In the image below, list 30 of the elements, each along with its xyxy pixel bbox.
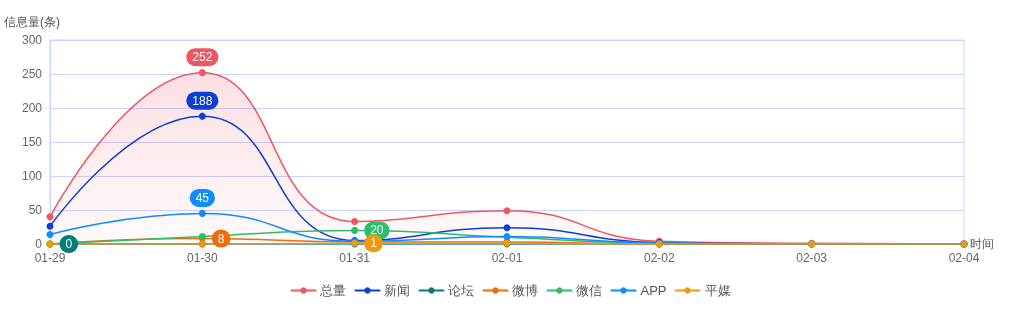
legend-label: 微信: [576, 283, 603, 298]
data-label: 20: [370, 223, 384, 238]
data-label: 45: [195, 190, 210, 205]
x-tick-label: 01-30: [186, 251, 218, 265]
legend-label: APP: [640, 283, 667, 298]
legend-label: 微博: [512, 283, 539, 298]
legend-label: 总量: [319, 283, 347, 298]
data-label: 0: [65, 237, 73, 251]
x-tick-label: 01-31: [339, 251, 371, 265]
y-tick-label: 100: [21, 169, 43, 183]
y-tick-label: 150: [21, 135, 43, 149]
x-axis-title: 时间: [970, 237, 994, 251]
legend-label: 新闻: [384, 283, 411, 298]
y-tick-label: 50: [28, 203, 43, 217]
data-label: 252: [192, 50, 213, 65]
y-tick-label: 250: [21, 67, 43, 81]
y-axis-title: 信息量(条): [4, 15, 60, 29]
x-tick-label: 02-01: [491, 251, 523, 265]
y-tick-label: 300: [21, 33, 43, 47]
data-label: 1: [370, 236, 378, 251]
y-tick-label: 200: [21, 101, 43, 115]
x-tick-label: 01-29: [34, 251, 66, 265]
data-label: 8: [217, 231, 225, 246]
x-tick-label: 02-02: [643, 251, 675, 265]
data-label: 188: [192, 93, 213, 108]
legend-label: 论坛: [448, 283, 475, 298]
y-tick-label: 0: [35, 237, 43, 251]
legend-label: 平媒: [704, 283, 731, 298]
x-tick-label: 02-03: [796, 251, 828, 265]
x-tick-label: 02-04: [948, 251, 980, 265]
